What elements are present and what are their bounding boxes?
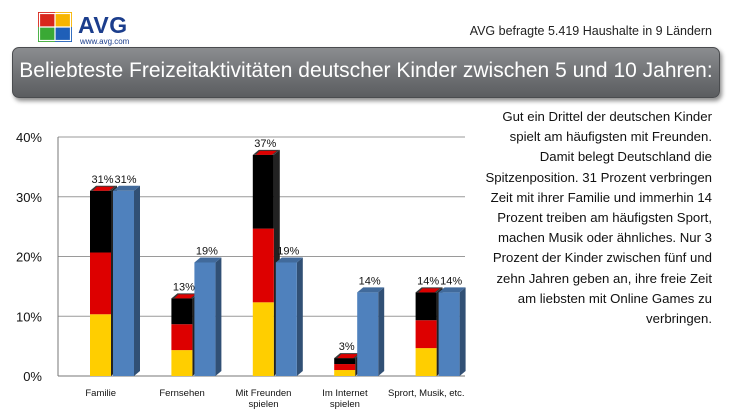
- bar-flag-3-black: [334, 358, 356, 365]
- data-label: 14%: [359, 275, 381, 287]
- bar-blue-4-side: [459, 287, 466, 376]
- bar-flag-1-black: [171, 298, 193, 325]
- x-tick-label: Im Internet spielen: [322, 388, 368, 410]
- data-label: 14%: [440, 275, 462, 287]
- bar-flag-2-gold: [252, 302, 274, 376]
- bar-flag-1-red: [171, 324, 193, 351]
- y-tick-label: 10%: [16, 309, 42, 324]
- avg-logo-icon: [38, 12, 72, 42]
- bar-flag-3-top-accent: [337, 354, 359, 359]
- x-tick-label: Sprort, Musik, etc.: [388, 388, 465, 399]
- bar-blue-0-top: [113, 185, 140, 191]
- x-tick-label: Fernsehen: [159, 388, 204, 399]
- bar-blue-1: [194, 262, 216, 376]
- bar-blue-1-side: [215, 257, 222, 376]
- bar-blue-0: [113, 190, 134, 376]
- bar-flag-1-gold: [171, 350, 193, 376]
- x-tick-label: Familie: [85, 388, 116, 399]
- bar-flag-1-top-accent: [174, 294, 196, 299]
- bar-flag-4-top-accent: [418, 288, 440, 293]
- bar-flag-2-top-accent: [255, 150, 277, 155]
- title-banner: Beliebteste Freizeitaktivitäten deutsche…: [12, 47, 720, 98]
- bar-blue-2-top: [275, 257, 303, 263]
- bar-blue-4-top: [438, 287, 466, 293]
- data-label: 19%: [196, 245, 218, 257]
- description-text: Gut ein Drittel der deutschen Kinder spi…: [485, 109, 712, 327]
- data-label: 37%: [254, 138, 276, 150]
- bar-flag-0-top-accent: [93, 186, 114, 191]
- bar-blue-1-top: [194, 257, 222, 263]
- bar-flag-4-red: [415, 320, 437, 349]
- bar-flag-0-black: [90, 190, 111, 253]
- y-tick-label: 40%: [16, 130, 42, 145]
- y-tick-label: 20%: [16, 250, 42, 265]
- data-label: 19%: [277, 245, 299, 257]
- data-label: 31%: [114, 174, 136, 186]
- bar-blue-3: [357, 292, 379, 376]
- logo-url: www.avg.com: [80, 37, 130, 46]
- data-label: 31%: [91, 174, 113, 186]
- survey-note: AVG befragte 5.419 Haushalte in 9 Länder…: [469, 24, 712, 38]
- bar-flag-0-red: [90, 252, 111, 315]
- bar-flag-3-red: [334, 364, 356, 371]
- bar-blue-2-side: [296, 257, 303, 376]
- bar-chart: 0% 10% 20% 30% 40% 31% 31% Familie 13% 19% Fernseh…: [16, 130, 466, 410]
- bar-flag-3-gold: [334, 370, 356, 376]
- y-tick-label: 30%: [16, 190, 42, 205]
- bar-blue-3-side: [378, 287, 385, 376]
- bar-blue-0-side: [134, 185, 140, 376]
- avg-logo: AVG www.avg.com: [38, 12, 148, 48]
- bar-flag-4-black: [415, 292, 437, 321]
- bar-blue-3-top: [357, 287, 385, 293]
- y-tick-label: 0%: [23, 369, 42, 384]
- data-label: 13%: [173, 281, 195, 293]
- bar-blue-2: [275, 262, 297, 376]
- bar-flag-0-gold: [90, 314, 111, 376]
- data-label: 3%: [339, 341, 355, 353]
- data-label: 14%: [417, 275, 439, 287]
- page-title: Beliebteste Freizeitaktivitäten deutsche…: [19, 59, 713, 82]
- bar-flag-2-black: [252, 154, 274, 229]
- bar-flag-2-red: [252, 228, 274, 303]
- x-tick-label: Mit Freunden spielen: [236, 388, 292, 410]
- logo-text: AVG: [78, 12, 128, 38]
- bar-flag-4-gold: [415, 348, 437, 376]
- bar-blue-4: [438, 292, 460, 376]
